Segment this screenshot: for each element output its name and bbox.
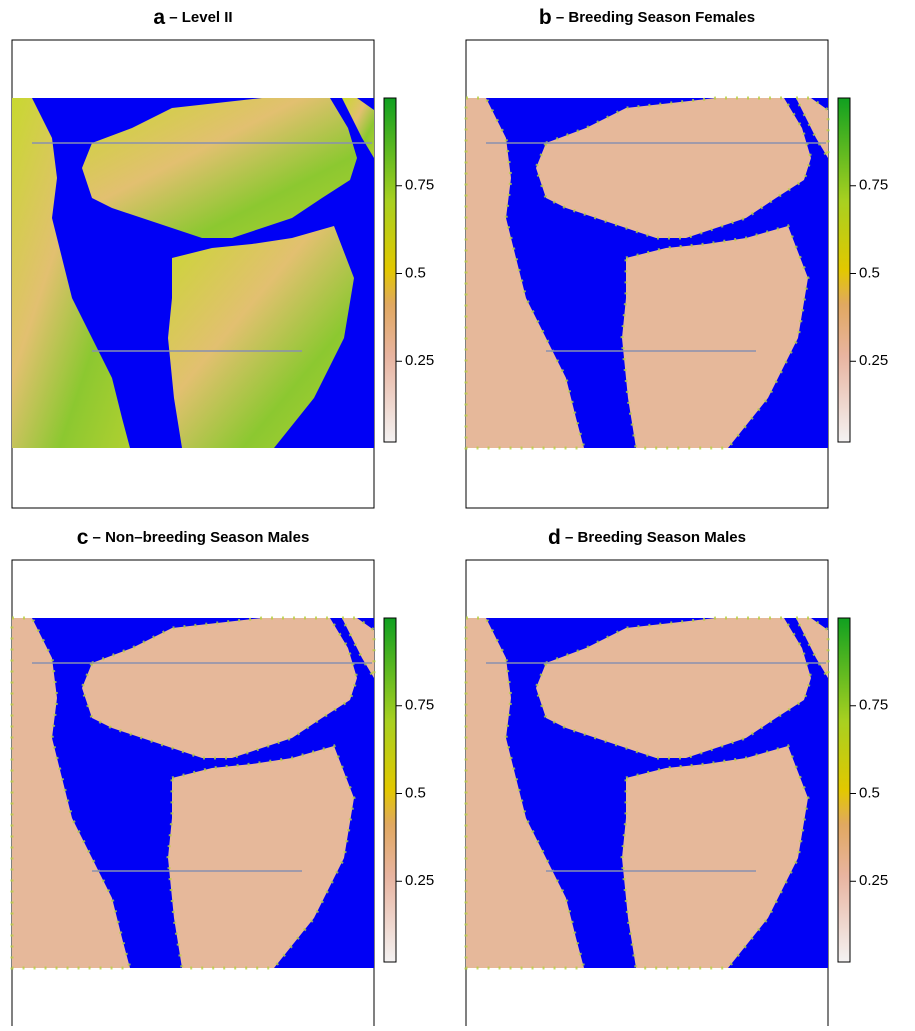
panel-letter: a [153, 6, 165, 29]
panel-title-text: – Breeding Season Males [561, 529, 746, 546]
colorbar-tick-label: 0.25 [405, 352, 434, 369]
panel-title: d – Breeding Season Males [548, 526, 746, 549]
colorbar-tick-label: 0.5 [405, 264, 426, 281]
colorbar [838, 618, 850, 962]
panel: a – Level II 0.25 0.5 0.75 [12, 6, 434, 508]
panel: d – Breeding Season Males 0.25 0.5 0.75 [466, 526, 888, 1026]
colorbar [838, 98, 850, 442]
colorbar-tick-label: 0.5 [859, 784, 880, 801]
panel-title-text: – Non–breeding Season Males [88, 529, 309, 546]
panel-title: b – Breeding Season Females [539, 6, 755, 29]
panel-letter: c [77, 526, 89, 549]
colorbar [384, 618, 396, 962]
colorbar-tick-label: 0.5 [405, 784, 426, 801]
panel-title: c – Non–breeding Season Males [77, 526, 310, 549]
colorbar-tick-label: 0.25 [859, 352, 888, 369]
colorbar-tick-label: 0.25 [405, 872, 434, 889]
panel: c – Non–breeding Season Males 0.25 0.5 0.75 [12, 526, 434, 1026]
colorbar [384, 98, 396, 442]
colorbar-tick-label: 0.75 [405, 697, 434, 714]
panel: b – Breeding Season Females 0.25 0.5 0.75 [466, 6, 888, 508]
colorbar-tick-label: 0.75 [405, 177, 434, 194]
colorbar-tick-label: 0.5 [859, 264, 880, 281]
figure: a – Level II0.250.50.75b – Breeding Seas… [0, 0, 915, 1026]
colorbar-tick-label: 0.75 [859, 697, 888, 714]
panel-title-text: – Breeding Season Females [552, 9, 755, 26]
panel-letter: b [539, 6, 552, 29]
panel-title-text: – Level II [165, 9, 233, 26]
colorbar-tick-label: 0.25 [859, 872, 888, 889]
panel-letter: d [548, 526, 561, 549]
panel-title: a – Level II [153, 6, 232, 29]
colorbar-tick-label: 0.75 [859, 177, 888, 194]
